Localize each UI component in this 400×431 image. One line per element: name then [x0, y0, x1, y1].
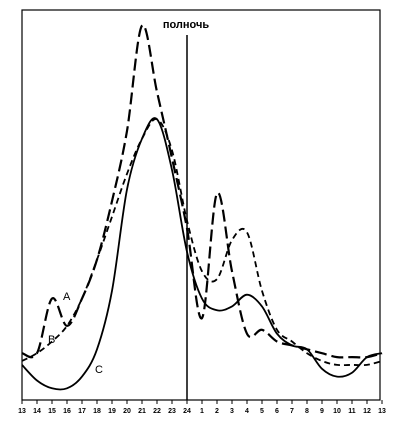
x-tick-label: 4 — [245, 408, 249, 415]
x-tick-label: 8 — [305, 408, 309, 415]
x-tick-label: 7 — [290, 408, 294, 415]
x-tick-label: 14 — [33, 408, 41, 415]
x-tick-label: 24 — [183, 408, 191, 415]
x-tick-label: 12 — [363, 408, 371, 415]
x-tick-label: 15 — [48, 408, 56, 415]
x-tick-label: 22 — [153, 408, 161, 415]
plot-frame — [21, 9, 381, 401]
x-tick-label: 10 — [333, 408, 341, 415]
x-tick-label: 2 — [215, 408, 219, 415]
x-tick-label: 5 — [260, 408, 264, 415]
series-label: C — [95, 364, 103, 376]
x-tick-label: 1 — [200, 408, 204, 415]
series-line — [21, 118, 383, 367]
x-tick-label: 13 — [378, 408, 386, 415]
x-tick-label: 17 — [78, 408, 86, 415]
x-tick-label: 23 — [168, 408, 176, 415]
x-tick-label: 6 — [275, 408, 279, 415]
x-tick-label: 16 — [63, 408, 71, 415]
x-tick-label: 3 — [230, 408, 234, 415]
x-tick-label: 21 — [138, 408, 146, 415]
series-line — [21, 117, 383, 391]
annotation: полночь — [163, 19, 210, 31]
series-line — [21, 24, 383, 359]
x-tick-label: 11 — [348, 408, 356, 415]
x-tick-label: 20 — [123, 408, 131, 415]
series-label: B — [48, 334, 55, 346]
x-tick-label: 13 — [18, 408, 26, 415]
x-tick-label: 9 — [320, 408, 324, 415]
x-tick-label: 18 — [93, 408, 101, 415]
x-tick-label: 19 — [108, 408, 116, 415]
series-label: A — [63, 291, 71, 303]
